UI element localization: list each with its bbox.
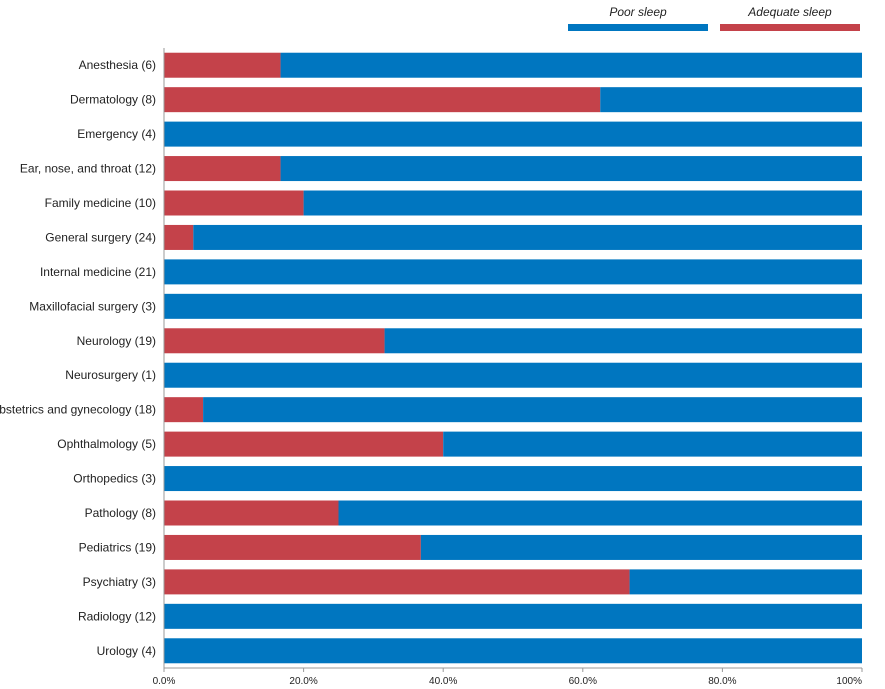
bar-adequate-sleep-pediatrics-19: [164, 534, 421, 560]
bar-poor-sleep-dermatology-8: [600, 87, 862, 113]
legend-swatch-poor-sleep: [568, 24, 708, 31]
x-axis-ticks: 0.0% 20.0% 40.0% 60.0% 80.0% 100%: [153, 668, 863, 687]
x-tick-label-5: 100%: [836, 676, 862, 687]
category-label-family-medicine-10: Family medicine (10): [45, 196, 156, 210]
category-label-pathology-8: Pathology (8): [85, 506, 156, 520]
bar-poor-sleep-psychiatry-3: [629, 569, 862, 595]
x-tick-label-4: 80.0%: [708, 676, 736, 687]
category-label-obstetrics-and-gynecology-18: Obstetrics and gynecology (18): [0, 403, 156, 417]
category-label-radiology-12: Radiology (12): [78, 609, 156, 623]
bar-adequate-sleep-neurology-19: [164, 328, 385, 354]
bar-poor-sleep-obstetrics-and-gynecology-18: [203, 397, 862, 423]
bar-adequate-sleep-ophthalmology-5: [164, 431, 444, 457]
category-label-ear-nose-and-throat-12: Ear, nose, and throat (12): [20, 162, 156, 176]
bars: [164, 52, 863, 664]
category-label-dermatology-8: Dermatology (8): [70, 93, 156, 107]
bar-poor-sleep-emergency-4: [164, 121, 862, 147]
legend-label-adequate-sleep: Adequate sleep: [747, 5, 832, 19]
bar-poor-sleep-maxillofacial-surgery-3: [164, 293, 862, 319]
category-label-neurosurgery-1: Neurosurgery (1): [65, 368, 156, 382]
category-label-general-surgery-24: General surgery (24): [45, 230, 156, 244]
bar-adequate-sleep-ear-nose-and-throat-12: [164, 156, 281, 182]
bar-poor-sleep-ear-nose-and-throat-12: [280, 156, 862, 182]
legend-swatch-adequate-sleep: [720, 24, 860, 31]
category-label-urology-4: Urology (4): [97, 644, 156, 658]
legend-label-poor-sleep: Poor sleep: [609, 5, 667, 19]
bar-adequate-sleep-psychiatry-3: [164, 569, 630, 595]
bar-adequate-sleep-dermatology-8: [164, 87, 601, 113]
x-tick-label-2: 40.0%: [429, 676, 457, 687]
bar-poor-sleep-neurology-19: [384, 328, 862, 354]
bar-poor-sleep-radiology-12: [164, 603, 862, 629]
bar-poor-sleep-internal-medicine-21: [164, 259, 862, 285]
bar-poor-sleep-urology-4: [164, 638, 862, 664]
category-label-anesthesia-6: Anesthesia (6): [79, 58, 156, 72]
bar-poor-sleep-family-medicine-10: [303, 190, 863, 216]
bar-poor-sleep-ophthalmology-5: [443, 431, 862, 457]
category-label-emergency-4: Emergency (4): [77, 127, 156, 141]
category-label-neurology-19: Neurology (19): [77, 334, 156, 348]
x-tick-label-1: 20.0%: [289, 676, 317, 687]
category-label-internal-medicine-21: Internal medicine (21): [40, 265, 156, 279]
bar-poor-sleep-neurosurgery-1: [164, 362, 862, 388]
bar-poor-sleep-pediatrics-19: [420, 534, 862, 560]
bar-poor-sleep-pathology-8: [338, 500, 862, 526]
category-labels: Anesthesia (6) Dermatology (8) Emergency (…: [0, 58, 156, 658]
category-label-pediatrics-19: Pediatrics (19): [79, 540, 156, 554]
bar-adequate-sleep-general-surgery-24: [164, 224, 194, 250]
bar-poor-sleep-orthopedics-3: [164, 466, 862, 492]
category-label-maxillofacial-surgery-3: Maxillofacial surgery (3): [29, 299, 156, 313]
x-tick-label-3: 60.0%: [569, 676, 597, 687]
bar-poor-sleep-general-surgery-24: [193, 224, 863, 250]
x-tick-label-0: 0.0%: [153, 676, 176, 687]
bar-adequate-sleep-anesthesia-6: [164, 52, 281, 78]
bar-adequate-sleep-obstetrics-and-gynecology-18: [164, 397, 204, 423]
legend: Poor sleep Adequate sleep: [568, 5, 860, 31]
category-label-psychiatry-3: Psychiatry (3): [83, 575, 156, 589]
category-label-ophthalmology-5: Ophthalmology (5): [57, 437, 156, 451]
bar-poor-sleep-anesthesia-6: [280, 52, 862, 78]
bar-adequate-sleep-family-medicine-10: [164, 190, 304, 216]
category-label-orthopedics-3: Orthopedics (3): [73, 472, 156, 486]
bar-adequate-sleep-pathology-8: [164, 500, 339, 526]
